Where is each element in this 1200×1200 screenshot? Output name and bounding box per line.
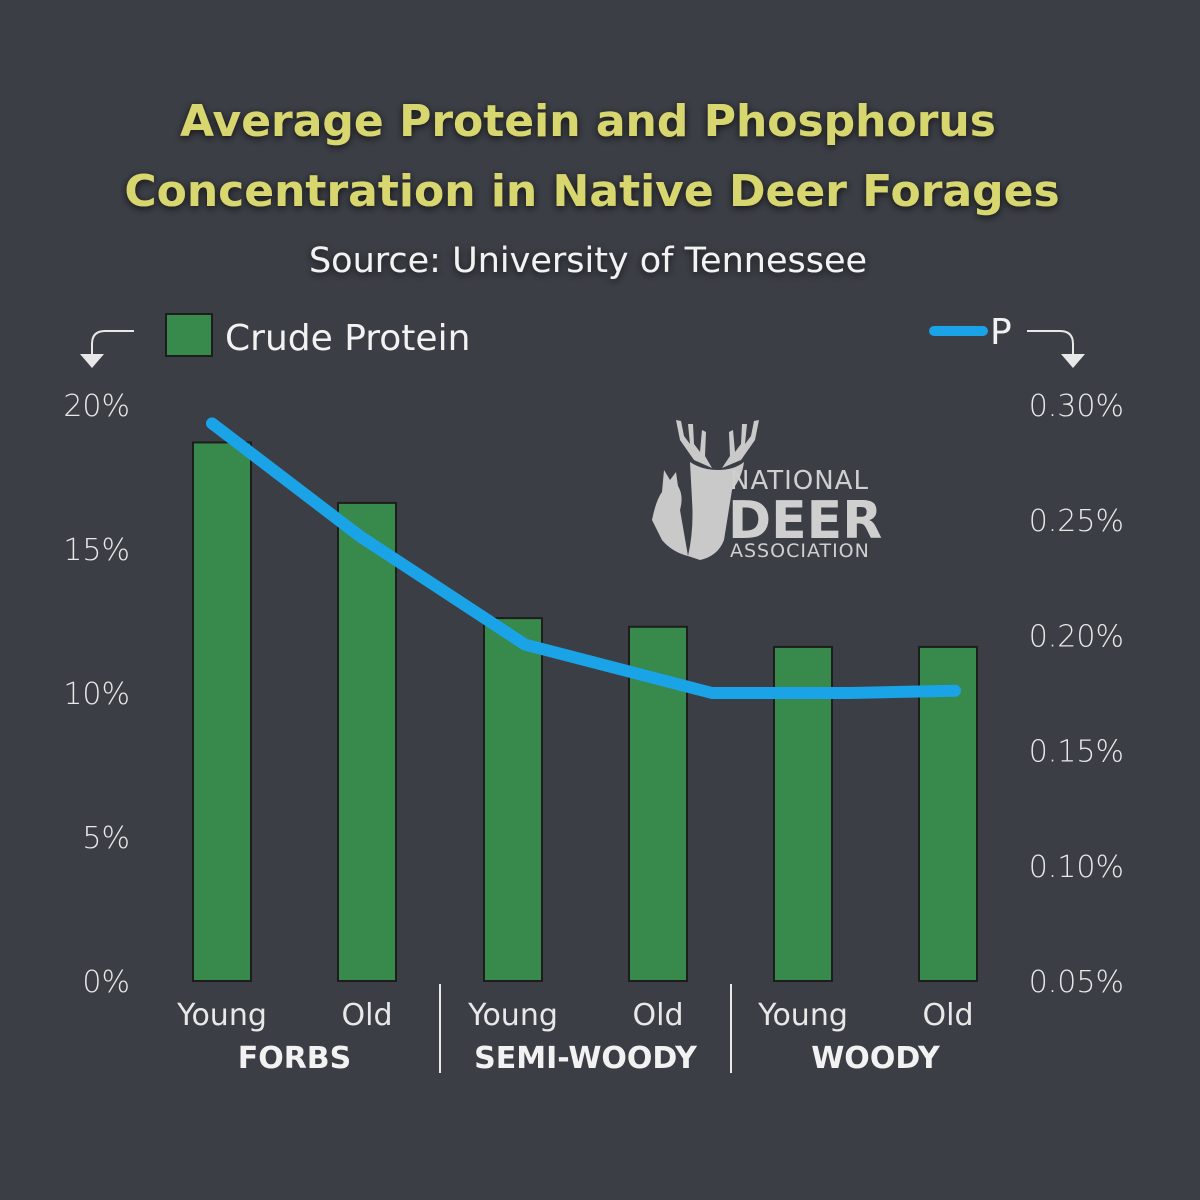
x-category-label: Old: [342, 998, 393, 1033]
left-axis-arrow-icon: [80, 330, 134, 368]
x-category-label: Young: [467, 998, 558, 1033]
left-axis-tick-label: 5%: [82, 821, 130, 856]
deer-head-icon: [652, 420, 759, 560]
x-category-label: Old: [923, 998, 974, 1033]
left-axis-tick-label: 20%: [63, 389, 130, 424]
x-group-label: SEMI-WOODY: [474, 1041, 698, 1076]
line-p: [206, 417, 961, 699]
bar-crude-protein: [192, 441, 252, 982]
bar-crude-protein: [337, 501, 397, 982]
left-axis-tick-label: 15%: [63, 533, 130, 568]
right-axis-tick-label: 0.30%: [1029, 389, 1124, 424]
x-group-label: FORBS: [238, 1041, 352, 1076]
legend-label-crude-protein: Crude Protein: [225, 318, 470, 359]
left-axis-tick-label: 10%: [63, 677, 130, 712]
right-axis-arrow-icon: [1027, 330, 1085, 368]
right-axis-tick-label: 0.20%: [1029, 619, 1124, 654]
x-group-label: WOODY: [811, 1041, 941, 1076]
logo-text-deer: DEER: [728, 491, 882, 551]
left-axis-tick-label: 0%: [82, 965, 130, 1000]
chart-subtitle: Source: University of Tennessee: [309, 241, 867, 281]
nda-logo: NATIONAL DEER ASSOCIATION: [652, 420, 882, 562]
legend-swatch-crude-protein: [165, 313, 213, 357]
right-axis-tick-label: 0.25%: [1029, 504, 1124, 539]
chart-title-line1: Average Protein and Phosphorus: [180, 96, 996, 147]
right-axis-tick-label: 0.10%: [1029, 850, 1124, 885]
bar-crude-protein: [773, 645, 833, 982]
x-category-label: Young: [757, 998, 848, 1033]
x-category-label: Old: [633, 998, 684, 1033]
chart-title-line2: Concentration in Native Deer Forages: [124, 166, 1059, 217]
right-axis-tick-label: 0.05%: [1029, 965, 1124, 1000]
bar-crude-protein: [483, 617, 543, 982]
bar-crude-protein: [918, 645, 978, 982]
logo-text-association: ASSOCIATION: [730, 540, 870, 562]
legend-label-p: P: [990, 312, 1012, 353]
x-category-label: Young: [176, 998, 267, 1033]
logo-text-national: NATIONAL: [730, 466, 869, 496]
right-axis-tick-label: 0.15%: [1029, 735, 1124, 770]
